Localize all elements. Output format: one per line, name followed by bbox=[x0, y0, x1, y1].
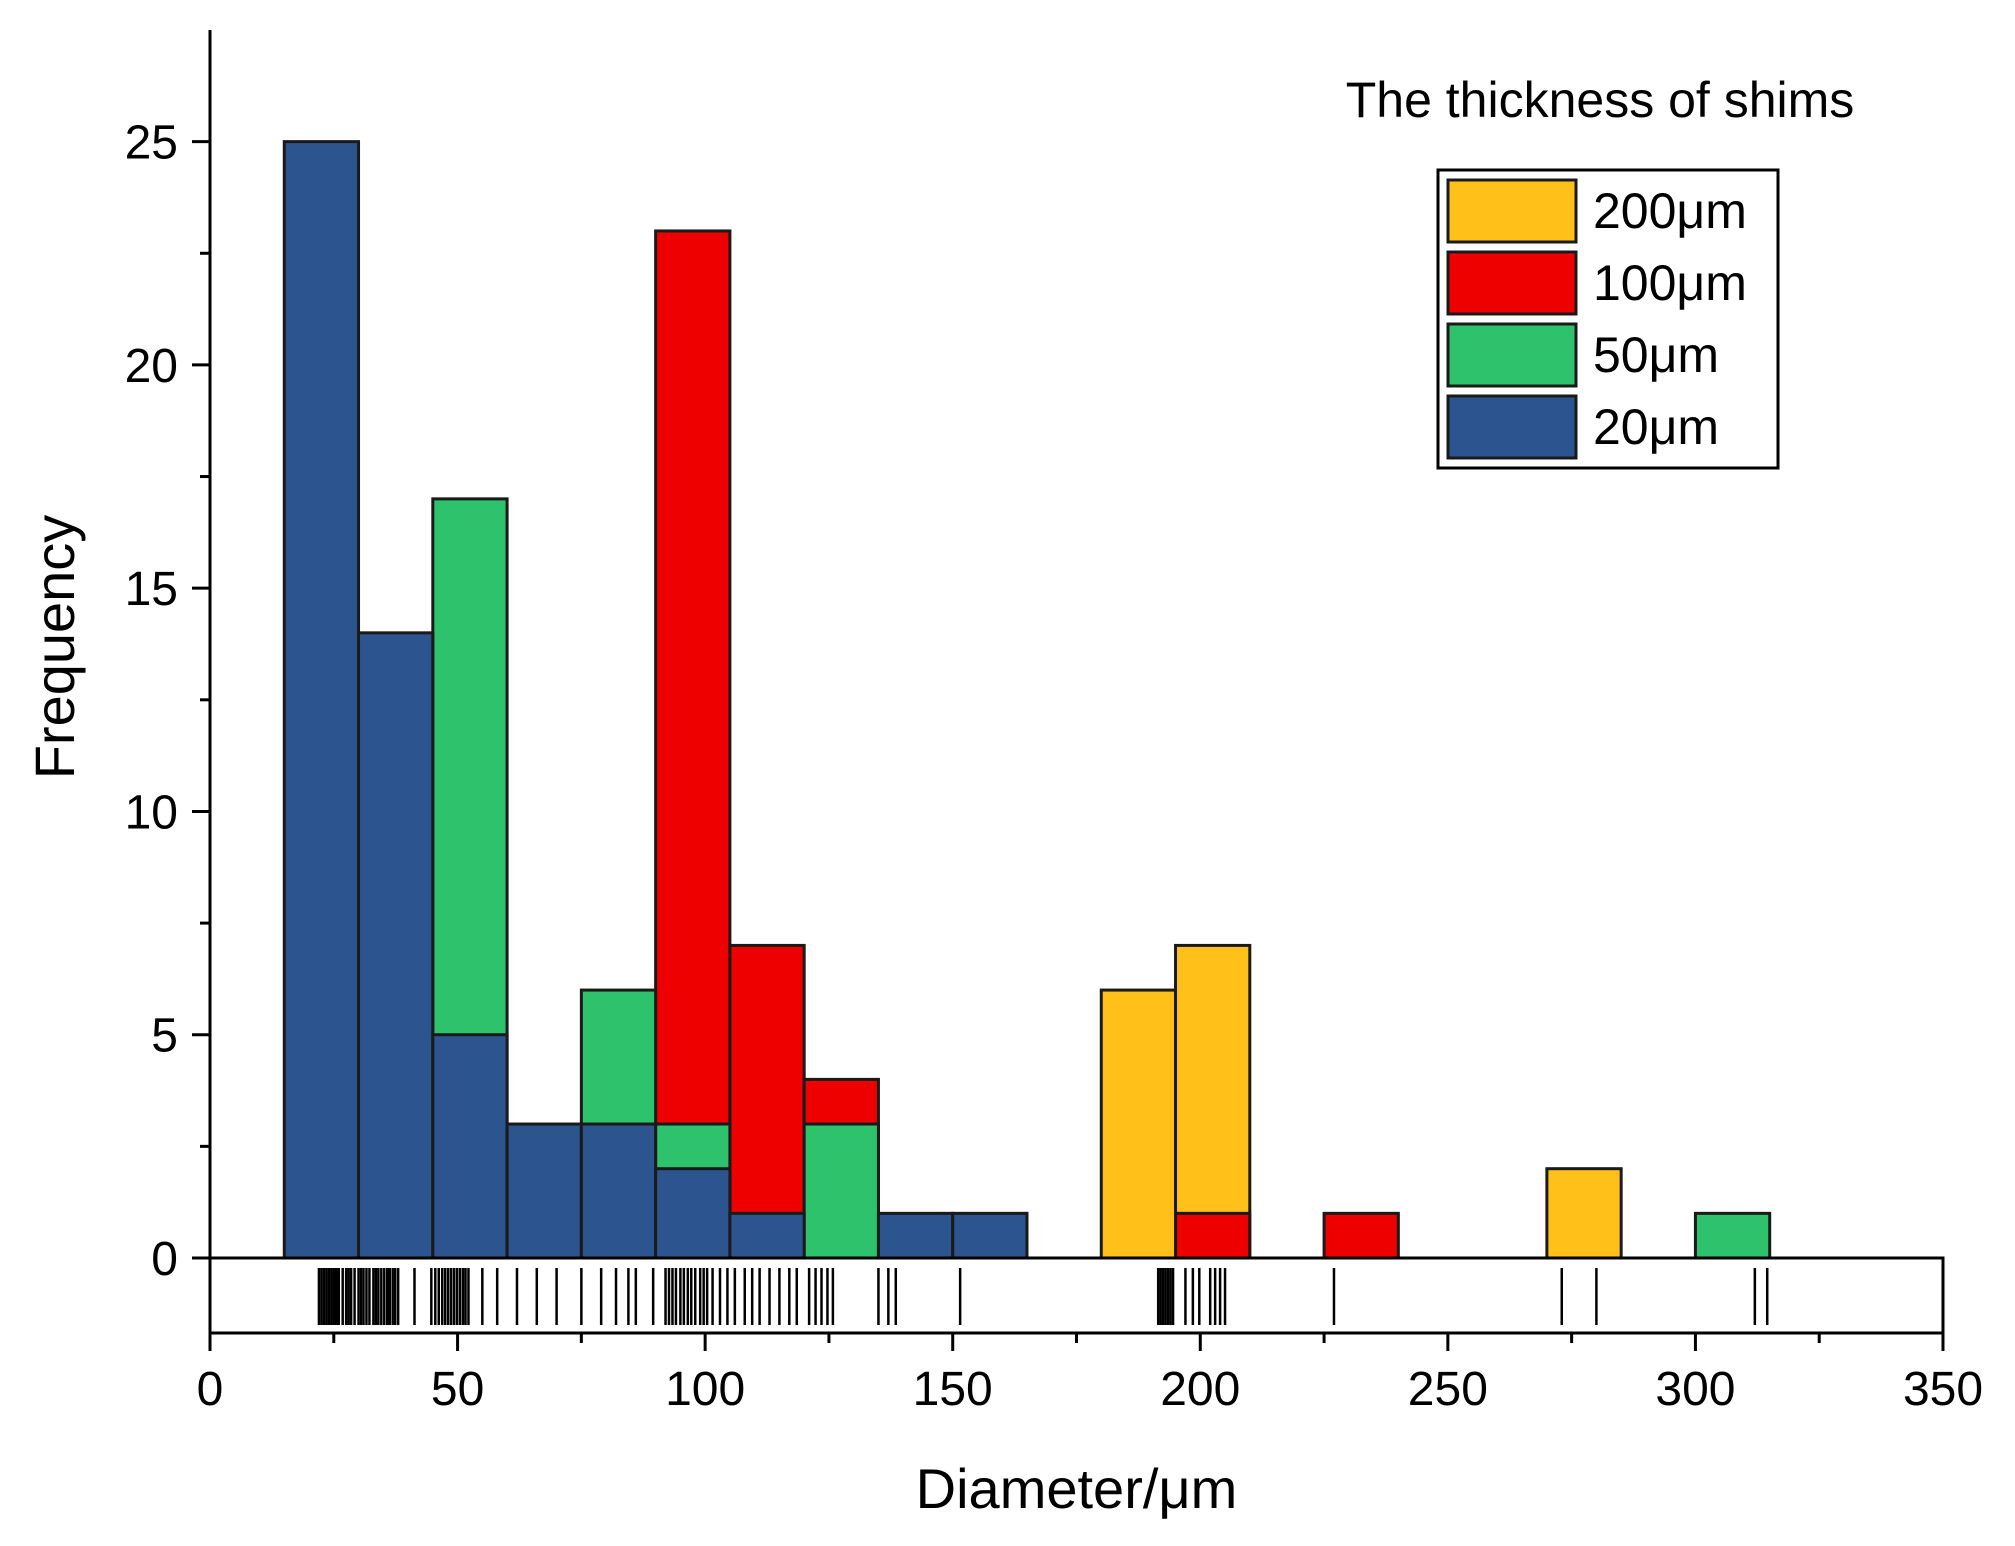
legend-label-50um: 50μm bbox=[1593, 327, 1719, 383]
bar-20um-60 bbox=[505, 1122, 583, 1260]
bar-20um-90 bbox=[654, 1167, 732, 1260]
bar-200um-195 bbox=[1174, 943, 1252, 1260]
rug-panel bbox=[208, 1256, 1945, 1335]
legend-items: 200μm 100μm 50μm 20μm bbox=[1446, 178, 1747, 460]
bar-100um-225 bbox=[1322, 1211, 1400, 1260]
bar-100um-90 bbox=[654, 229, 732, 1260]
y-tick-label-5: 5 bbox=[151, 1010, 178, 1063]
bar-100um-195 bbox=[1174, 1211, 1252, 1260]
legend-swatch-200um bbox=[1446, 178, 1578, 244]
bar-100um-105 bbox=[728, 943, 806, 1260]
bar-20um-135 bbox=[876, 1211, 955, 1260]
legend-swatch-20um bbox=[1446, 394, 1578, 460]
bar-20um-150 bbox=[951, 1211, 1029, 1260]
x-tick-label-300: 300 bbox=[1655, 1363, 1735, 1416]
bar-200um-180 bbox=[1099, 988, 1178, 1260]
legend-swatch-50um bbox=[1446, 322, 1578, 388]
bar-20um-105 bbox=[728, 1211, 806, 1260]
bar-50um-300 bbox=[1693, 1211, 1772, 1260]
x-tick-label-0: 0 bbox=[197, 1363, 224, 1416]
bar-20um-45 bbox=[431, 1033, 509, 1260]
legend-swatch-100um bbox=[1446, 250, 1578, 316]
x-tick-label-100: 100 bbox=[665, 1363, 745, 1416]
x-tick-label-350: 350 bbox=[1903, 1363, 1983, 1416]
y-tick-label-20: 20 bbox=[125, 340, 178, 393]
y-axis-title: Frequency bbox=[23, 515, 86, 780]
bar-200um-270 bbox=[1545, 1167, 1623, 1260]
y-tick-label-0: 0 bbox=[151, 1233, 178, 1286]
x-tick-label-150: 150 bbox=[913, 1363, 993, 1416]
x-tick-label-200: 200 bbox=[1160, 1363, 1240, 1416]
x-tick-label-250: 250 bbox=[1408, 1363, 1488, 1416]
legend-label-100um: 100μm bbox=[1593, 255, 1747, 311]
legend-label-200um: 200μm bbox=[1593, 183, 1747, 239]
legend-title: The thickness of shims bbox=[1346, 72, 1855, 128]
rug-frame bbox=[208, 1256, 1945, 1335]
y-tick-label-25: 25 bbox=[125, 117, 178, 170]
y-tick-label-15: 15 bbox=[125, 563, 178, 616]
legend-label-20um: 20μm bbox=[1593, 399, 1719, 455]
bar-20um-15 bbox=[282, 140, 361, 1260]
x-axis-title: Diameter/μm bbox=[916, 1457, 1238, 1520]
bar-20um-30 bbox=[357, 631, 435, 1260]
bar-50um-120 bbox=[802, 1122, 880, 1260]
x-tick-label-50: 50 bbox=[431, 1363, 484, 1416]
y-tick-label-10: 10 bbox=[125, 786, 178, 839]
legend: The thickness of shims 200μm 100μm 50μm 20μ… bbox=[1346, 72, 1855, 470]
bar-20um-75 bbox=[579, 1122, 658, 1260]
